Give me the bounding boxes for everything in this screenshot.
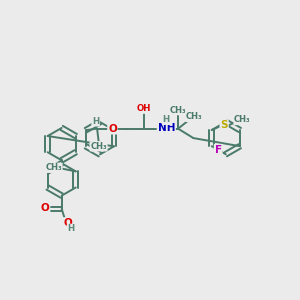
Text: CH₃: CH₃ [90,142,107,151]
Text: CH₃: CH₃ [45,163,62,172]
Text: CH₃: CH₃ [170,106,186,115]
Text: H: H [92,117,99,126]
Text: H: H [163,115,170,124]
Text: O: O [63,218,72,228]
Text: CH₃: CH₃ [234,116,251,124]
Text: O: O [108,124,117,134]
Text: H: H [68,224,75,233]
Text: NH: NH [158,123,175,133]
Text: S: S [220,120,228,130]
Text: O: O [41,203,50,213]
Text: OH: OH [137,104,152,113]
Text: F: F [215,145,222,155]
Text: CH₃: CH₃ [186,112,202,122]
